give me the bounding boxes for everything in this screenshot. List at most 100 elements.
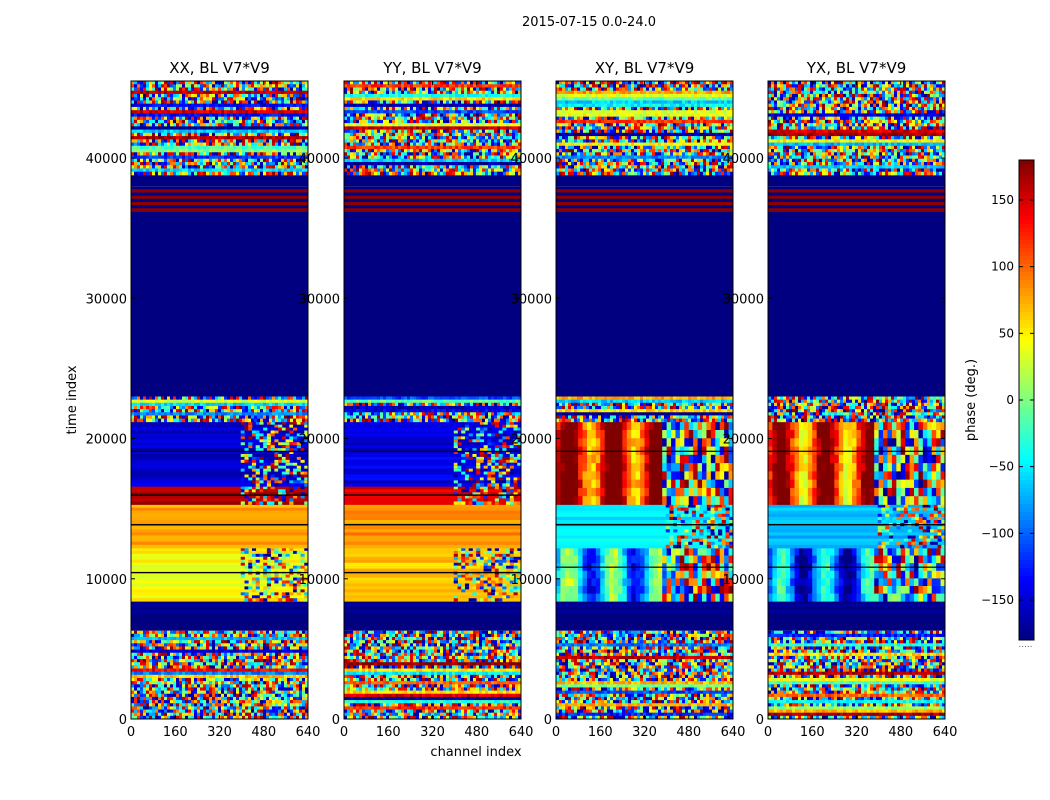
- noise-cell: [269, 681, 273, 685]
- noise-cell: [227, 152, 231, 156]
- noise-cell: [275, 119, 279, 124]
- noise-cell: [149, 132, 153, 137]
- noise-cell: [164, 149, 168, 153]
- noise-cell: [386, 643, 390, 647]
- noise-cell: [299, 409, 303, 413]
- noise-cell: [242, 90, 246, 95]
- noise-cell: [236, 136, 240, 140]
- noise-cell: [251, 671, 255, 676]
- noise-cell: [272, 636, 276, 641]
- noise-cell: [182, 168, 186, 173]
- noise-cell: [212, 690, 216, 695]
- noise-cell: [285, 595, 290, 599]
- noise-cell: [137, 136, 141, 140]
- noise-cell: [254, 152, 258, 156]
- noise-cell: [479, 633, 483, 638]
- noise-cell: [152, 100, 156, 105]
- noise-cell: [188, 418, 192, 423]
- noise-cell: [233, 171, 237, 176]
- noise-cell: [242, 126, 246, 130]
- noise-cell: [257, 630, 261, 635]
- noise-cell: [203, 119, 207, 124]
- noise-cell: [389, 636, 393, 641]
- noise-cell: [173, 90, 177, 95]
- noise-cell: [305, 139, 308, 143]
- noise-cell: [236, 681, 240, 685]
- noise-cell: [236, 671, 240, 676]
- noise-cell: [305, 116, 308, 121]
- noise-cell: [281, 498, 286, 502]
- noise-cell: [305, 415, 308, 419]
- noise-cell: [263, 103, 267, 108]
- noise-cell: [158, 693, 162, 698]
- noise-cell: [182, 123, 186, 127]
- noise-cell: [296, 119, 300, 124]
- noise-cell: [176, 412, 180, 416]
- noise-cell: [269, 693, 273, 698]
- smooth-row: [131, 468, 308, 472]
- noise-cell: [278, 427, 283, 431]
- noise-cell: [170, 136, 174, 140]
- noise-cell: [131, 703, 135, 707]
- noise-cell: [164, 409, 168, 413]
- noise-cell: [299, 709, 303, 714]
- noise-cell: [134, 106, 138, 111]
- noise-cell: [383, 652, 387, 657]
- noise-cell: [176, 700, 180, 704]
- noise-cell: [134, 87, 138, 92]
- noise-cell: [281, 640, 285, 644]
- noise-cell: [161, 690, 165, 695]
- noise-cell: [281, 427, 286, 431]
- noise-cell: [206, 97, 210, 101]
- smooth-row: [131, 448, 308, 452]
- noise-cell: [176, 155, 180, 160]
- noise-cell: [173, 103, 177, 108]
- noise-cell: [131, 139, 135, 143]
- noise-cell: [137, 100, 141, 105]
- noise-cell: [254, 126, 258, 130]
- noise-cell: [305, 652, 308, 657]
- noise-cell: [173, 165, 177, 169]
- noise-cell: [155, 681, 159, 685]
- noise-cell: [179, 155, 183, 160]
- noise-cell: [155, 643, 159, 647]
- noise-cell: [278, 665, 282, 669]
- noise-cell: [185, 690, 189, 695]
- noise-cell: [221, 87, 225, 92]
- noise-cell: [164, 399, 168, 404]
- noise-cell: [260, 136, 264, 140]
- noise-cell: [255, 486, 260, 490]
- noise-cell: [227, 113, 231, 118]
- noise-cell: [218, 696, 222, 701]
- noise-cell: [269, 684, 273, 688]
- noise-cell: [251, 462, 257, 467]
- noise-cell: [344, 633, 348, 638]
- noise-cell: [221, 418, 225, 423]
- noise-cell: [188, 132, 192, 137]
- noise-cell: [491, 652, 495, 657]
- noise-cell: [239, 640, 243, 644]
- noise-cell: [167, 123, 171, 127]
- noise-cell: [254, 709, 258, 714]
- smooth-row: [131, 495, 308, 499]
- noise-cell: [164, 415, 168, 419]
- noise-cell: [281, 415, 285, 419]
- noise-cell: [224, 155, 228, 160]
- noise-cell: [224, 165, 228, 169]
- noise-cell: [404, 646, 408, 650]
- noise-cell: [275, 81, 279, 85]
- noise-cell: [221, 646, 225, 650]
- noise-cell: [255, 430, 260, 434]
- noise-cell: [285, 453, 290, 458]
- noise-cell: [143, 671, 147, 676]
- noise-cell: [446, 646, 450, 650]
- noise-cell: [266, 421, 272, 426]
- noise-cell: [416, 646, 420, 650]
- noise-cell: [188, 97, 192, 101]
- noise-cell: [164, 715, 168, 719]
- noise-cell: [374, 640, 378, 644]
- noise-cell: [287, 142, 291, 147]
- noise-cell: [194, 677, 198, 682]
- noise-cell: [302, 161, 306, 166]
- noise-cell: [158, 703, 162, 707]
